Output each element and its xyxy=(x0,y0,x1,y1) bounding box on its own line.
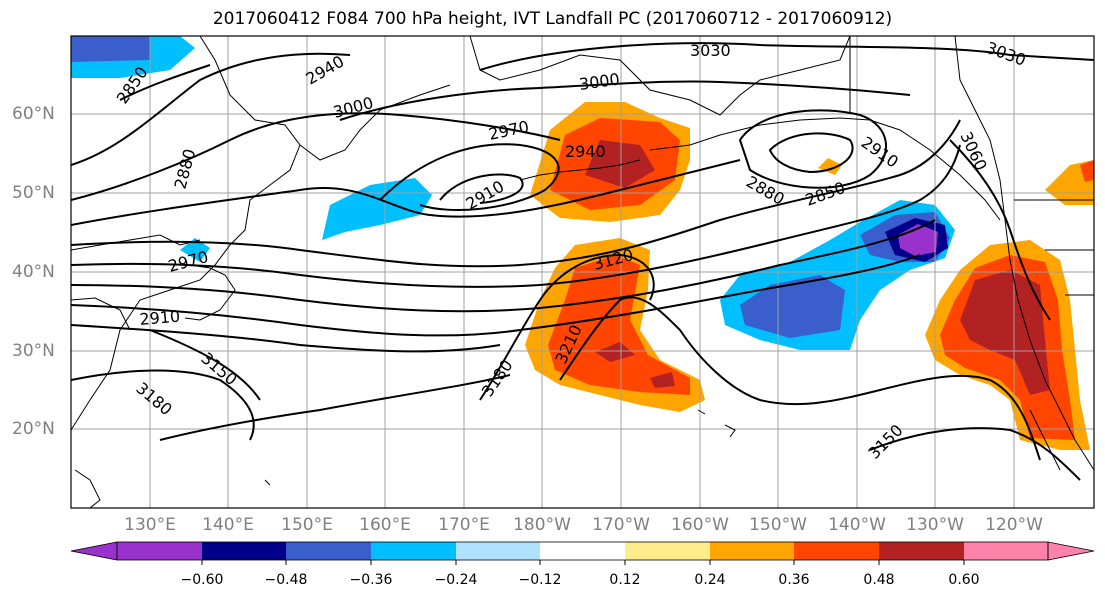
lat-label-60n: 60°N xyxy=(12,104,55,124)
contour-label-2910: 2910 xyxy=(139,307,181,329)
lon-label-150w: 150°W xyxy=(749,515,807,535)
colorbar-tick-label: 0.36 xyxy=(778,572,810,588)
lon-label-130e: 130°E xyxy=(124,515,176,535)
map-border xyxy=(70,35,1095,509)
lon-label-170e: 170°E xyxy=(438,515,490,535)
lon-label-130w: 130°W xyxy=(906,515,964,535)
colorbar xyxy=(70,541,1095,565)
colorbar-tick-label: 0.12 xyxy=(609,572,641,588)
colorbar-tick-label: −0.60 xyxy=(180,572,224,588)
lon-label-140e: 140°E xyxy=(202,515,254,535)
lon-label-180w: 180°W xyxy=(513,515,571,535)
colorbar-segment xyxy=(202,542,286,560)
lon-label-170w: 170°W xyxy=(592,515,650,535)
colorbar-segment xyxy=(540,542,625,560)
lon-label-160w: 160°W xyxy=(671,515,729,535)
height-contours xyxy=(71,42,1094,481)
colorbar-tick-label: −0.24 xyxy=(434,572,478,588)
colorbar-segment xyxy=(117,542,202,560)
colorbar-tick-label: −0.48 xyxy=(264,572,308,588)
colorbar-tick-label: −0.12 xyxy=(518,572,562,588)
lat-label-40n: 40°N xyxy=(12,262,55,282)
colorbar-segment xyxy=(286,542,371,560)
colorbar-segment xyxy=(964,542,1048,560)
lon-label-160e: 160°E xyxy=(359,515,411,535)
map-title: 2017060412 F084 700 hPa height, IVT Land… xyxy=(212,9,893,29)
lat-label-30n: 30°N xyxy=(12,341,55,361)
lon-label-120w: 120°W xyxy=(985,515,1043,535)
lon-label-140w: 140°W xyxy=(828,515,886,535)
colorbar-extend-low xyxy=(70,541,118,561)
colorbar-tick-label: 0.48 xyxy=(863,572,895,588)
colorbar-tick-label: 0.24 xyxy=(694,572,726,588)
colorbar-extend-high xyxy=(1047,541,1095,561)
lat-label-50n: 50°N xyxy=(12,183,55,203)
colorbar-segment xyxy=(371,542,456,560)
colorbar-frame xyxy=(116,541,1049,561)
colorbar-segment xyxy=(456,542,540,560)
lon-label-150e: 150°E xyxy=(281,515,333,535)
colorbar-tick-label: 0.60 xyxy=(948,572,980,588)
coastlines xyxy=(71,36,1094,508)
lat-label-20n: 20°N xyxy=(12,419,55,439)
contour-label-3030: 3030 xyxy=(690,41,731,60)
colorbar-segment xyxy=(879,542,964,560)
colorbar-segment xyxy=(710,542,794,560)
colorbar-segment xyxy=(794,542,879,560)
colorbar-tick-label: −0.36 xyxy=(349,572,393,588)
colorbar-segment xyxy=(625,542,710,560)
contour-label-2940: 2940 xyxy=(565,142,606,161)
